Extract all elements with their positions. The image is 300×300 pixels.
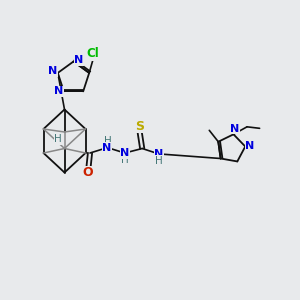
Text: N: N xyxy=(103,142,112,153)
Text: O: O xyxy=(82,166,93,179)
Text: H: H xyxy=(121,154,128,165)
Text: H: H xyxy=(54,134,62,145)
Text: H: H xyxy=(155,155,163,166)
Text: N: N xyxy=(48,66,57,76)
Text: N: N xyxy=(245,142,254,152)
Text: N: N xyxy=(154,149,163,159)
Text: Cl: Cl xyxy=(86,47,99,60)
Text: H: H xyxy=(103,136,111,146)
Text: N: N xyxy=(230,124,240,134)
Text: N: N xyxy=(120,148,129,158)
Text: S: S xyxy=(135,120,144,133)
Text: N: N xyxy=(74,55,83,65)
Text: N: N xyxy=(54,86,63,96)
